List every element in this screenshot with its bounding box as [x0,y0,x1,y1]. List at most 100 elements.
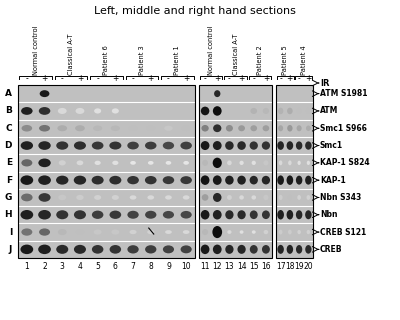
Bar [199,85,272,258]
Ellipse shape [110,245,121,254]
Ellipse shape [202,160,208,166]
Bar [199,102,272,120]
Bar [18,189,195,206]
Ellipse shape [180,142,192,149]
Ellipse shape [296,141,302,150]
Bar [276,137,313,154]
Ellipse shape [57,125,67,131]
Ellipse shape [58,108,67,114]
Ellipse shape [201,175,210,185]
Ellipse shape [305,210,312,219]
Ellipse shape [225,176,234,185]
Text: 1: 1 [24,262,29,271]
Ellipse shape [94,108,101,114]
Text: Classical A-T: Classical A-T [232,34,238,75]
Ellipse shape [38,141,51,150]
Ellipse shape [239,195,244,200]
Ellipse shape [110,211,121,219]
Ellipse shape [279,195,282,200]
Text: +: + [112,74,118,83]
Text: 4: 4 [78,262,82,271]
Ellipse shape [250,125,257,131]
Bar [276,172,313,189]
Text: +: + [305,74,312,83]
Text: 8: 8 [148,262,153,271]
Ellipse shape [40,90,50,97]
Ellipse shape [38,193,50,202]
Ellipse shape [286,141,293,150]
Ellipse shape [145,245,156,253]
Text: Classical A-T: Classical A-T [68,34,74,75]
Text: 6: 6 [113,262,118,271]
Ellipse shape [74,176,86,185]
Ellipse shape [213,141,222,150]
Ellipse shape [111,125,120,131]
Text: E: E [6,158,12,167]
Ellipse shape [74,141,86,150]
Ellipse shape [201,244,210,254]
Ellipse shape [298,161,301,165]
Ellipse shape [76,229,84,235]
Ellipse shape [306,195,310,200]
Ellipse shape [182,125,190,131]
Text: KAP-1: KAP-1 [320,176,346,185]
Text: -: - [204,74,206,83]
Ellipse shape [279,160,282,165]
Ellipse shape [227,160,232,165]
Ellipse shape [21,228,32,236]
Bar [199,223,272,241]
Bar [18,206,195,223]
Ellipse shape [130,230,136,234]
Ellipse shape [296,176,302,185]
Ellipse shape [22,125,32,132]
Ellipse shape [166,161,171,165]
Ellipse shape [288,160,292,165]
Ellipse shape [213,158,222,168]
Ellipse shape [305,176,312,185]
Ellipse shape [296,245,302,254]
Ellipse shape [127,245,139,253]
Ellipse shape [38,210,51,220]
Ellipse shape [56,176,68,185]
Text: 7: 7 [131,262,136,271]
Text: Smc1: Smc1 [320,141,343,150]
Ellipse shape [21,107,33,115]
Ellipse shape [183,161,189,165]
Text: IR: IR [320,78,330,87]
Bar [276,85,313,258]
Ellipse shape [56,210,68,219]
Text: -: - [96,74,99,83]
Bar [199,154,272,172]
Text: 13: 13 [225,262,234,271]
Text: 5: 5 [95,262,100,271]
Bar [199,189,272,206]
Text: H: H [4,210,12,219]
Ellipse shape [286,175,293,185]
Ellipse shape [74,245,86,254]
Ellipse shape [263,108,269,114]
Ellipse shape [263,160,268,165]
Ellipse shape [183,195,190,200]
Ellipse shape [279,230,282,235]
Text: -: - [61,74,64,83]
Ellipse shape [252,161,256,165]
Ellipse shape [278,108,283,114]
Ellipse shape [214,90,220,97]
Bar [276,206,313,223]
Ellipse shape [163,142,174,149]
Ellipse shape [111,229,119,235]
Ellipse shape [145,176,156,184]
Ellipse shape [146,126,155,131]
Text: +: + [238,74,245,83]
Bar [199,241,272,258]
Ellipse shape [20,244,33,254]
Ellipse shape [147,195,154,200]
Ellipse shape [76,108,84,114]
Ellipse shape [164,126,173,131]
Ellipse shape [145,142,156,149]
Ellipse shape [38,244,51,254]
Text: Nbn S343: Nbn S343 [320,193,361,202]
Ellipse shape [238,245,246,254]
Bar [276,120,313,137]
Ellipse shape [213,106,222,116]
